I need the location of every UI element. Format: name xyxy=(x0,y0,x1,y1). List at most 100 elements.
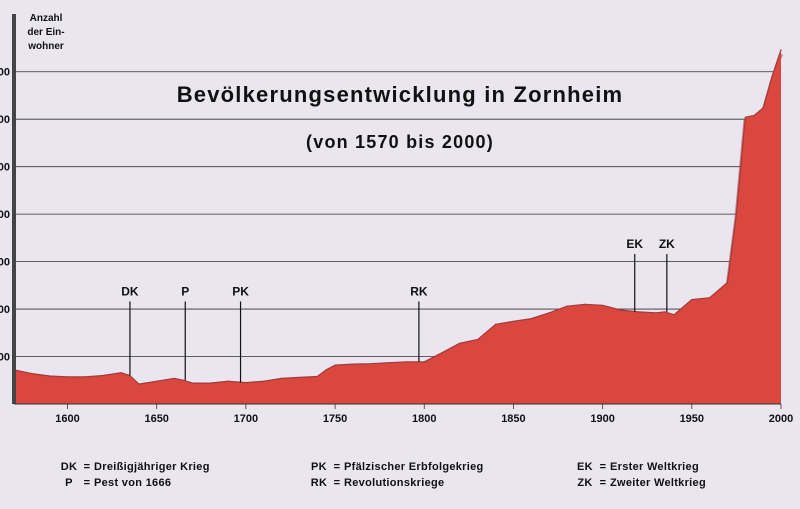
area-series-0 xyxy=(14,49,781,405)
data-point-1640 xyxy=(138,383,140,385)
data-point-1620 xyxy=(102,374,104,377)
y-tick-label-3000: 3000 xyxy=(0,114,10,126)
data-point-1890 xyxy=(584,303,586,305)
axes xyxy=(12,14,782,409)
data-point-1860 xyxy=(530,318,532,320)
data-point-1700 xyxy=(245,382,247,384)
data-point-1975 xyxy=(735,213,738,215)
data-point-1820 xyxy=(459,342,461,344)
legend-abbr: PK xyxy=(311,461,327,473)
data-point-1970 xyxy=(726,281,729,284)
data-point-1580 xyxy=(31,373,33,375)
tick-labels: 500 1000 1500 2000 2500 3000 3500 1600 1650 1700 1… xyxy=(0,67,793,425)
y-tick-label-500: 500 xyxy=(0,352,10,364)
data-point-1790 xyxy=(405,361,407,363)
legend-text: Revolutionskriege xyxy=(344,477,445,489)
data-point-1965 xyxy=(718,289,720,291)
y-tick-label-2500: 2500 xyxy=(0,162,10,174)
legend-text: Pfälzischer Erbfolgekrieg xyxy=(344,461,484,473)
legend-abbr: DK xyxy=(60,461,78,473)
data-point-1610 xyxy=(84,376,86,378)
annotation-label-zk: ZK xyxy=(659,237,675,251)
legend-abbr: P xyxy=(65,477,73,489)
legend-item-p: P = Pest von 1666 xyxy=(58,477,171,489)
data-point-1985 xyxy=(753,114,755,116)
y-tick-label-1000: 1000 xyxy=(0,304,10,316)
annotation-label-dk: DK xyxy=(121,284,139,298)
x-tick-label-1800: 1800 xyxy=(412,413,436,425)
data-point-1710 xyxy=(263,380,265,382)
data-point-1760 xyxy=(352,363,354,365)
area-top-edge-0 xyxy=(13,49,782,385)
data-point-2000 xyxy=(780,49,782,51)
data-point-1660 xyxy=(173,377,176,379)
data-point-1840 xyxy=(495,323,497,325)
annotations: DK P PK RK EK ZK xyxy=(121,237,675,383)
y-tick-label-1500: 1500 xyxy=(0,257,10,269)
data-point-1670 xyxy=(191,382,193,384)
data-point-1750 xyxy=(334,364,336,366)
data-point-1910 xyxy=(619,309,622,311)
legend-abbr: ZK xyxy=(577,477,593,489)
legend-item-pk: PK = Pfälzischer Erbfolgekrieg xyxy=(308,461,484,473)
data-point-1830 xyxy=(477,338,479,340)
annotation-label-ek: EK xyxy=(626,237,643,251)
data-point-1770 xyxy=(370,363,372,365)
data-point-1930 xyxy=(655,312,657,314)
y-axis-label: Anzahl der Ein-wohner xyxy=(27,13,65,52)
data-point-1960 xyxy=(709,297,711,299)
data-point-1990 xyxy=(762,107,764,109)
data-point-1590 xyxy=(49,375,51,377)
annotation-label-p: P xyxy=(181,284,189,298)
gridlines xyxy=(14,71,781,357)
data-point-1935 xyxy=(664,311,666,313)
data-point-1810 xyxy=(441,352,443,354)
annotation-label-pk: PK xyxy=(232,284,249,298)
y-tick-label-2000: 2000 xyxy=(0,209,10,221)
data-point-1630 xyxy=(120,372,122,374)
legend-text: Zweiter Weltkrieg xyxy=(610,477,706,489)
data-point-1690 xyxy=(227,380,229,382)
data-point-1730 xyxy=(298,376,300,378)
x-tick-label-1700: 1700 xyxy=(234,413,258,425)
data-point-1680 xyxy=(209,382,211,384)
data-point-1720 xyxy=(281,377,283,379)
legend-text: Pest von 1666 xyxy=(94,477,172,489)
data-point-1600 xyxy=(66,376,69,378)
data-point-1780 xyxy=(388,362,390,364)
legend-abbr: RK xyxy=(310,477,328,489)
x-tick-label-1650: 1650 xyxy=(144,413,168,425)
data-point-1920 xyxy=(637,311,639,313)
data-point-1870 xyxy=(548,312,550,314)
legend-item-ek: EK = Erster Weltkrieg xyxy=(574,461,699,473)
data-point-1745 xyxy=(325,369,327,371)
x-tick-label-1850: 1850 xyxy=(501,413,525,425)
chart-subtitle: (von 1570 bis 2000) xyxy=(306,132,494,152)
x-tick-label-1900: 1900 xyxy=(590,413,614,425)
area-layer xyxy=(13,49,783,405)
data-point-1950 xyxy=(691,299,693,301)
x-tick-label-1950: 1950 xyxy=(680,413,704,425)
x-tick-label-2000: 2000 xyxy=(769,413,793,425)
data-point-1650 xyxy=(156,380,158,382)
data-point-1995 xyxy=(771,75,773,78)
data-point-1800 xyxy=(423,361,425,363)
legend-item-dk: DK = Dreißigjähriger Krieg xyxy=(58,461,210,473)
legend-abbr: EK xyxy=(577,461,593,473)
data-point-1850 xyxy=(512,320,515,322)
annotation-label-rk: RK xyxy=(410,284,428,298)
data-point-1740 xyxy=(316,375,318,378)
x-tick-label-1750: 1750 xyxy=(323,413,347,425)
legend-item-zk: ZK = Zweiter Weltkrieg xyxy=(574,477,706,489)
data-point-1940 xyxy=(673,314,675,316)
legend-text: Erster Weltkrieg xyxy=(610,461,699,473)
y-tick-label-3500: 3500 xyxy=(0,67,10,79)
data-point-1900 xyxy=(602,304,604,306)
legend-text: Dreißigjähriger Krieg xyxy=(94,461,210,473)
chart-title: Bevölkerungsentwicklung in Zornheim xyxy=(176,82,624,107)
legend-item-rk: RK = Revolutionskriege xyxy=(308,477,444,489)
x-tick-label-1600: 1600 xyxy=(55,413,79,425)
data-point-1980 xyxy=(744,116,746,118)
data-point-1880 xyxy=(566,305,568,307)
